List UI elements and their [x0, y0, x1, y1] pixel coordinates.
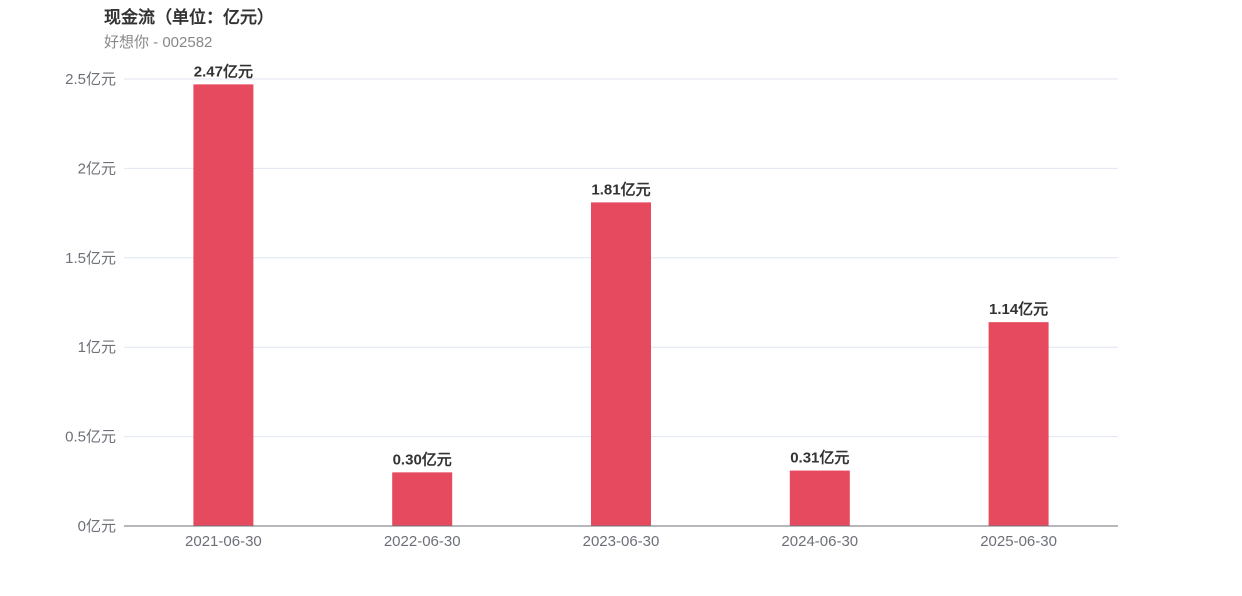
x-tick-label: 2022-06-30: [384, 533, 461, 550]
bar: [193, 84, 254, 526]
data-label: 0.31亿元: [790, 449, 849, 467]
data-label: 2.47亿元: [194, 62, 253, 80]
x-tick-label: 2023-06-30: [583, 533, 660, 550]
y-tick-label: 2亿元: [78, 160, 116, 177]
data-label: 0.30亿元: [393, 450, 452, 468]
bar: [789, 470, 850, 526]
y-tick-label: 2.5亿元: [65, 71, 116, 88]
y-tick-label: 0亿元: [78, 518, 116, 535]
bar: [392, 472, 453, 526]
x-tick-label: 2024-06-30: [781, 533, 858, 550]
x-tick-label: 2021-06-30: [185, 533, 262, 550]
bar: [988, 322, 1049, 526]
data-label: 1.14亿元: [989, 300, 1048, 318]
y-tick-label: 1亿元: [78, 339, 116, 356]
bar: [591, 202, 651, 526]
y-tick-label: 0.5亿元: [65, 429, 116, 446]
data-label: 1.81亿元: [591, 180, 650, 198]
x-tick-label: 2025-06-30: [980, 533, 1057, 550]
chart-subtitle: 好想你 - 002582: [104, 34, 213, 51]
y-tick-label: 1.5亿元: [65, 250, 116, 267]
chart-title: 现金流（单位：亿元）: [104, 8, 274, 27]
